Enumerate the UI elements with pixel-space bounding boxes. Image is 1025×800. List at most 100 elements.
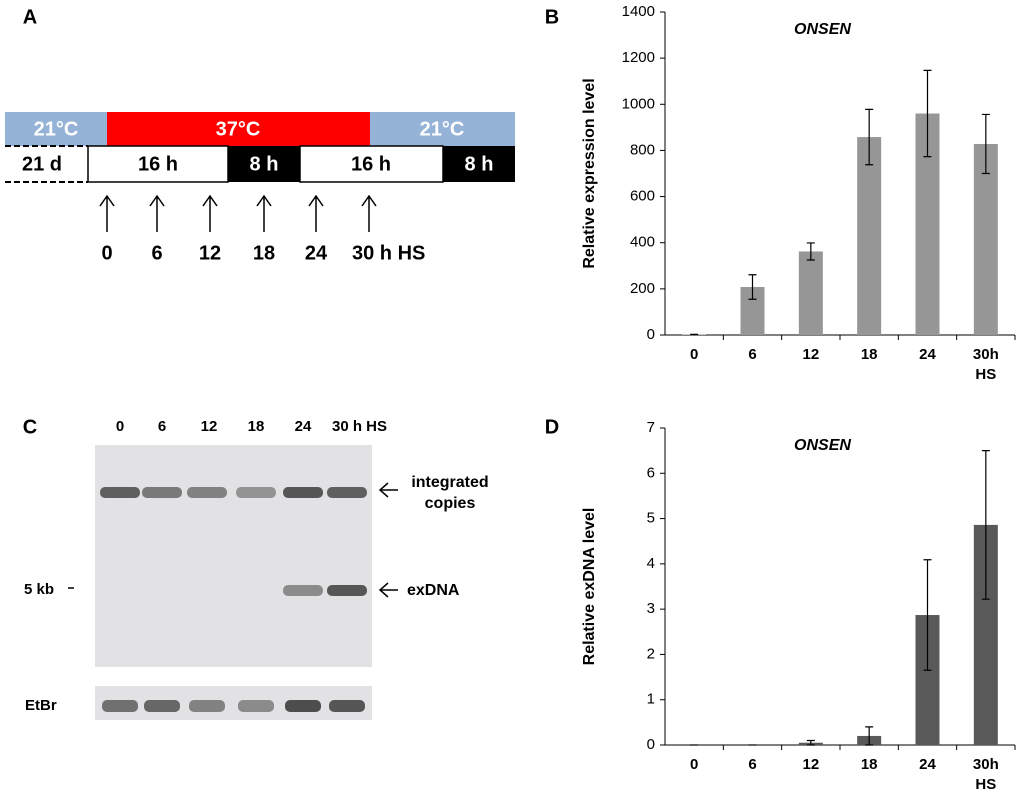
annotation: exDNA bbox=[407, 582, 460, 599]
temp-block bbox=[107, 112, 370, 146]
x-tick-label: 0 bbox=[689, 346, 699, 363]
y-tick-label: 2 bbox=[647, 645, 655, 662]
x-tick-label: 6 bbox=[748, 756, 757, 773]
x-tick-label: 24 bbox=[919, 346, 936, 363]
y-tick-label: 1000 bbox=[622, 95, 655, 112]
band bbox=[100, 487, 140, 498]
lane-label: 12 bbox=[201, 418, 218, 435]
chart-title: ONSEN bbox=[794, 21, 851, 38]
x-tick-label: 12 bbox=[802, 756, 820, 773]
bar bbox=[857, 137, 882, 335]
y-tick-label: 0 bbox=[647, 326, 655, 343]
bar bbox=[798, 251, 823, 335]
error-bar bbox=[865, 108, 874, 166]
chart-title: ONSEN bbox=[794, 437, 851, 454]
duration: 16 h bbox=[138, 153, 178, 175]
y-tick-label: 4 bbox=[647, 555, 655, 572]
panel-label: B bbox=[545, 6, 559, 28]
etbr-band bbox=[189, 700, 225, 712]
y-tick-label: 7 bbox=[647, 419, 655, 436]
y-tick-label: 400 bbox=[630, 234, 655, 251]
band bbox=[283, 487, 323, 498]
arrow bbox=[256, 194, 272, 232]
y-tick-label: 5 bbox=[647, 510, 655, 527]
duration: 16 h bbox=[351, 153, 391, 175]
annotation: integrated copies bbox=[411, 474, 489, 512]
arrows bbox=[99, 194, 377, 232]
lane-label: 18 bbox=[248, 418, 265, 435]
duration: 21 d bbox=[22, 153, 62, 175]
x-tick-label: 0 bbox=[689, 756, 699, 773]
error-bar bbox=[806, 242, 815, 261]
arrow bbox=[378, 582, 398, 598]
y-tick-label: 1200 bbox=[622, 49, 655, 66]
time-point: 18 bbox=[253, 242, 275, 264]
etbr-band bbox=[238, 700, 274, 712]
x-tick-label: 18 bbox=[860, 756, 878, 773]
temp-block bbox=[370, 112, 515, 146]
etbr-band bbox=[329, 700, 365, 712]
exdna-band bbox=[327, 585, 367, 596]
time-point: 12 bbox=[199, 242, 221, 264]
duration: 8 h bbox=[465, 153, 494, 175]
x-tick-label: 6 bbox=[748, 346, 757, 363]
time-point: 0 bbox=[101, 242, 112, 264]
y-tick-label: 6 bbox=[647, 464, 655, 481]
time-point: 24 bbox=[305, 242, 328, 264]
exdna-band bbox=[283, 585, 323, 596]
x-tick-label: 12 bbox=[802, 346, 820, 363]
arrow bbox=[149, 194, 165, 232]
bands bbox=[100, 487, 367, 712]
arrow bbox=[378, 482, 398, 498]
dark-block bbox=[443, 146, 515, 182]
lane-label: 30 h HS bbox=[332, 418, 387, 435]
y-tick-label: 600 bbox=[630, 188, 655, 205]
lane-label: 6 bbox=[158, 418, 166, 435]
temperature: 21°C bbox=[34, 118, 79, 140]
arrow bbox=[202, 194, 218, 232]
band bbox=[187, 487, 227, 498]
error-bar bbox=[748, 274, 757, 300]
x-tick-label: 30h HS bbox=[972, 756, 999, 793]
time-point: 30 h HS bbox=[352, 242, 425, 264]
bar bbox=[973, 143, 998, 335]
x-tick-label: 24 bbox=[919, 756, 936, 773]
y-axis-label: Relative exDNA level bbox=[581, 508, 598, 666]
temp-block bbox=[5, 112, 107, 146]
band bbox=[236, 487, 276, 498]
panel-label: D bbox=[545, 416, 559, 438]
dark-block bbox=[228, 146, 300, 182]
y-tick-label: 800 bbox=[630, 141, 655, 158]
error-bar bbox=[981, 450, 990, 600]
error-bar bbox=[923, 559, 932, 671]
time-point: 6 bbox=[151, 242, 162, 264]
etbr-band bbox=[102, 700, 138, 712]
etbr-band bbox=[144, 700, 180, 712]
error-bar bbox=[923, 69, 932, 158]
error-bar bbox=[981, 113, 990, 175]
band bbox=[327, 487, 367, 498]
duration: 8 h bbox=[250, 153, 279, 175]
size-marker: 5 kb bbox=[24, 581, 54, 598]
gel bbox=[95, 445, 372, 667]
y-tick-label: 1 bbox=[647, 691, 655, 708]
light-block bbox=[299, 145, 444, 183]
x-tick-label: 18 bbox=[860, 346, 878, 363]
y-tick-label: 0 bbox=[647, 736, 655, 753]
y-tick-label: 1400 bbox=[622, 3, 655, 20]
error-bar bbox=[865, 726, 874, 746]
y-axis-label: Relative expression level bbox=[581, 78, 598, 268]
y-tick-label: 200 bbox=[630, 280, 655, 297]
band bbox=[142, 487, 182, 498]
x-tick-label: 30h HS bbox=[972, 346, 999, 383]
temperature: 37°C bbox=[216, 118, 261, 140]
error-bar bbox=[806, 739, 815, 746]
arrow bbox=[361, 194, 377, 232]
temperature: 21°C bbox=[420, 118, 465, 140]
lane-label: 0 bbox=[116, 418, 124, 435]
etbr-gel bbox=[95, 686, 372, 720]
lane-label: 24 bbox=[295, 418, 312, 435]
loading-label: EtBr bbox=[25, 697, 57, 714]
